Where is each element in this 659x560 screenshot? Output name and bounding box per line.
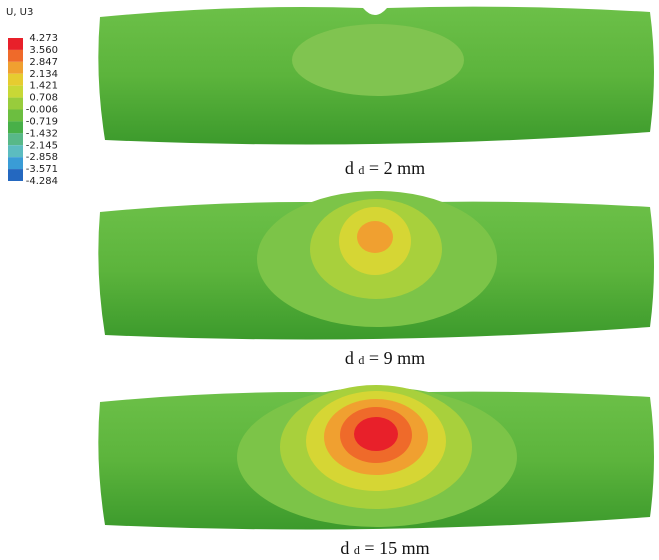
legend-swatch [8,121,23,133]
legend: 4.2733.5602.8472.1341.4210.708-0.006-0.7… [8,33,58,187]
legend-label: 4.273 [29,33,58,44]
legend-label: -0.006 [26,105,58,116]
contour [292,24,464,96]
legend-label: 2.847 [29,57,58,68]
pipe-panel [98,385,654,530]
legend-swatch [8,74,23,86]
legend-swatch [8,38,23,50]
legend-title: U, U3 [6,7,33,18]
legend-swatch [8,62,23,74]
legend-label: 3.560 [29,45,58,56]
panel-caption: d d = 15 mm [340,538,429,558]
legend-swatch [8,145,23,157]
legend-label: 1.421 [29,81,58,92]
legend-label: -0.719 [26,116,58,127]
legend-swatch [8,50,23,62]
legend-swatch [8,98,23,110]
legend-label: -2.145 [26,140,58,151]
legend-swatch [8,133,23,145]
pipe-panel [98,191,654,340]
legend-swatch [8,157,23,169]
figure: U, U3 4.2733.5602.8472.1341.4210.708-0.0… [0,0,659,560]
legend-label: -3.571 [26,164,58,175]
panel-caption: d d = 2 mm [345,158,425,178]
contour [357,221,393,253]
legend-label: -4.284 [26,176,58,187]
legend-label: 2.134 [29,69,58,80]
legend-swatch [8,169,23,181]
panel-caption: d d = 9 mm [345,348,425,368]
legend-swatch [8,110,23,122]
legend-swatch [8,86,23,98]
legend-label: -1.432 [26,128,58,139]
legend-label: 0.708 [29,93,58,104]
legend-label: -2.858 [26,152,58,163]
contour [354,417,398,451]
pipe-panel [98,7,654,145]
